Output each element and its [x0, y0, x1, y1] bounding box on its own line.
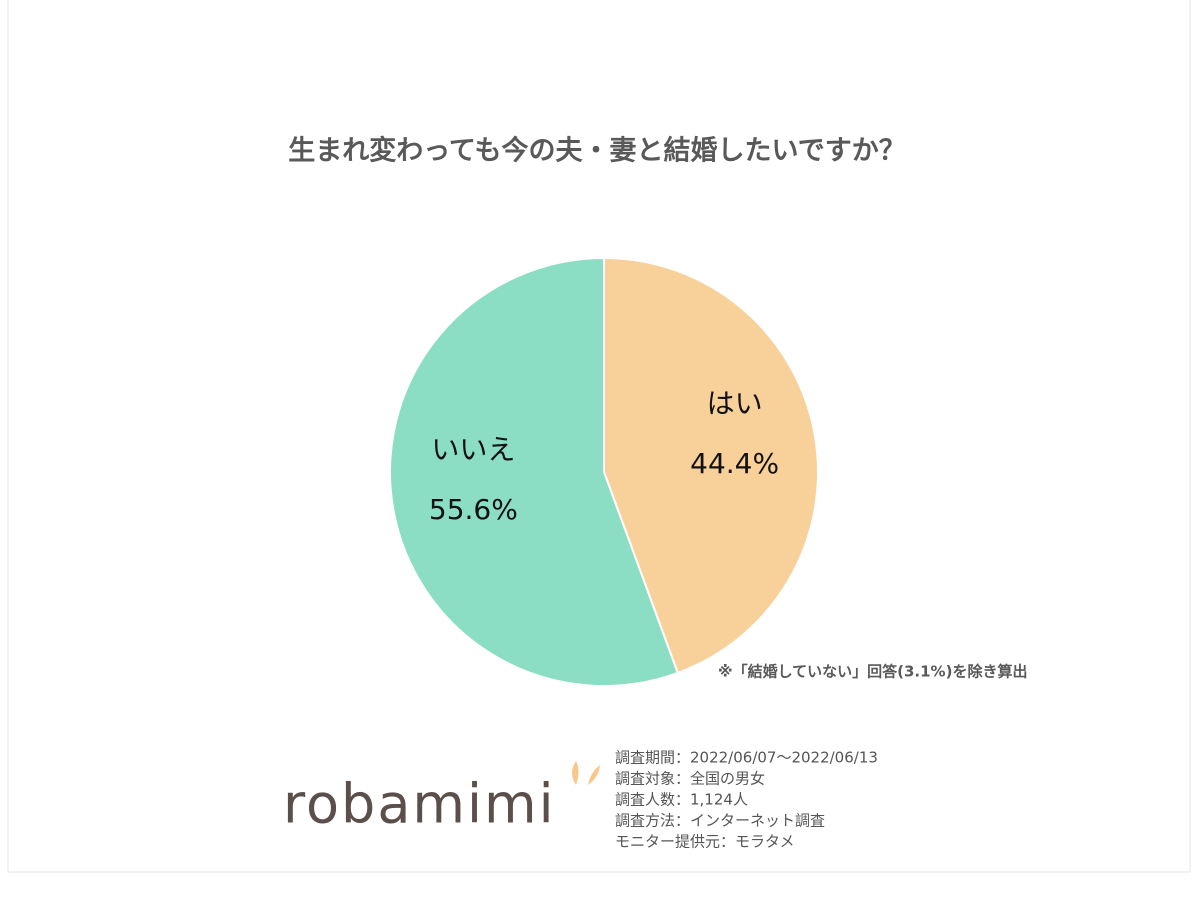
survey-info: 調査期間：2022/06/07～2022/06/13 調査対象：全国の男女調査人数… [615, 749, 878, 851]
survey-line: 調査対象：全国の男女 [615, 770, 765, 788]
logo: robamimi [283, 761, 600, 836]
chart-title: 生まれ変わっても今の夫・妻と結婚したいですか？ [288, 135, 906, 167]
pie-slice [603, 256, 819, 675]
slice-label: いいえ [431, 433, 515, 466]
note: ※「結婚していない」回答(3.1%)を除き算出 [718, 663, 1027, 681]
pie-slice [389, 256, 680, 687]
survey-line: 調査方法：インターネット調査 [615, 812, 825, 830]
survey-line: 調査期間：2022/06/07～2022/06/13 [615, 749, 878, 767]
logo-text: robamimi [283, 773, 556, 836]
pie: はい 44.4% いいえ 55.6% [389, 256, 819, 687]
logo-ear [588, 765, 600, 785]
value-label: 44.4% [690, 447, 779, 480]
logo-ear [572, 761, 579, 785]
value-label: 55.6% [429, 493, 518, 526]
survey-line: モニター提供元：モラタメ [615, 833, 795, 851]
survey-line: 調査人数：1,124人 [615, 791, 748, 809]
slice-label: はい [707, 387, 763, 420]
